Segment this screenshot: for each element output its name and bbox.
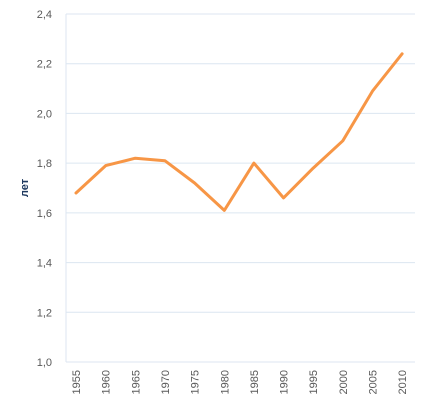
gridlines	[65, 13, 415, 363]
series-line-0	[74, 52, 404, 212]
y-tick-label: 1,4	[37, 258, 52, 270]
x-tick-label: 1975	[190, 370, 202, 394]
x-tick-label: 1955	[71, 370, 83, 394]
y-tick-label: 1,2	[37, 307, 52, 319]
x-tick-label: 1985	[249, 370, 261, 394]
y-tick-label: 1,0	[37, 357, 52, 369]
y-tick-label: 1,6	[37, 208, 52, 220]
x-tick-label: 1965	[130, 370, 142, 394]
x-axis-ticks: 1955 1960 1965 1970 1975 1980 1985 1990 1995 2000…	[71, 370, 409, 394]
y-tick-label: 2,4	[37, 9, 52, 21]
y-tick-label: 1,8	[37, 158, 52, 170]
series-lines	[74, 52, 404, 212]
y-axis-title: лет	[19, 178, 31, 197]
x-tick-label: 1970	[160, 370, 172, 394]
x-tick-label: 1990	[279, 370, 291, 394]
x-tick-label: 1960	[101, 370, 113, 394]
x-tick-label: 2010	[397, 370, 409, 394]
x-tick-label: 2005	[368, 370, 380, 394]
x-tick-label: 1980	[219, 370, 231, 394]
y-tick-label: 2,2	[37, 59, 52, 71]
y-tick-label: 2,0	[37, 108, 52, 120]
x-tick-label: 1995	[308, 370, 320, 394]
x-tick-label: 2000	[338, 370, 350, 394]
y-axis-ticks: 1,0 1,2 1,4 1,6 1,8 2,0 2,2 2,4	[37, 9, 52, 369]
